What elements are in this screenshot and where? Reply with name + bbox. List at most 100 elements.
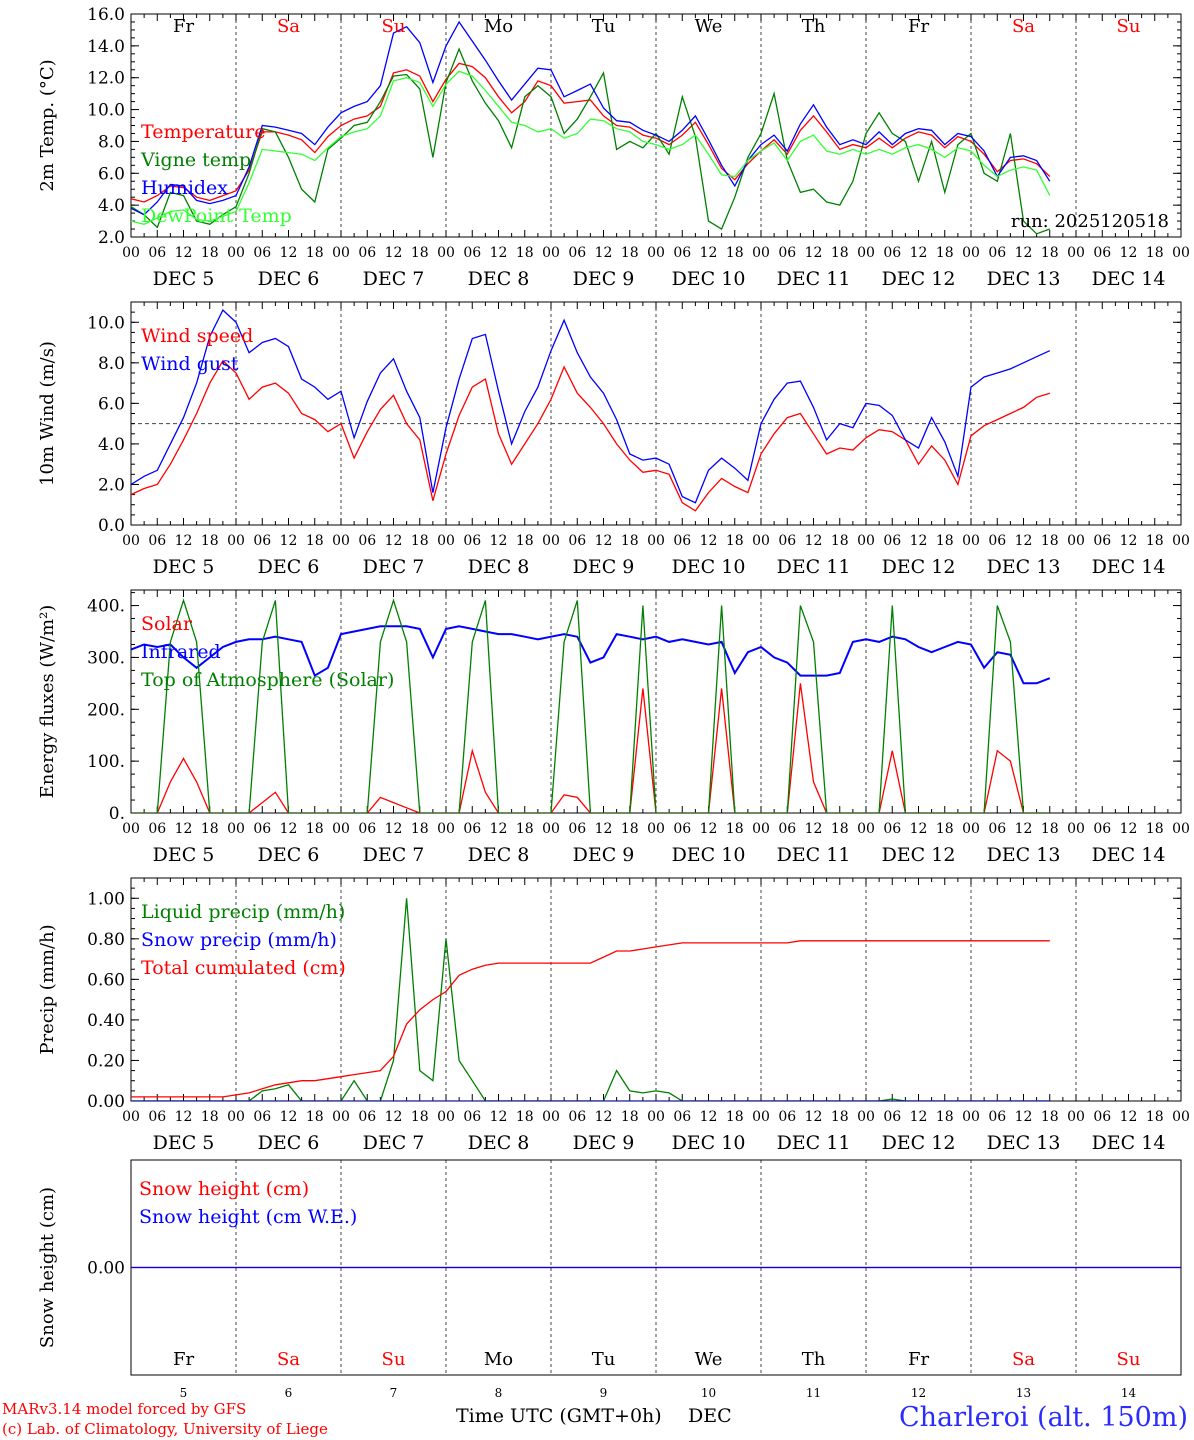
hour-tick-label: 00	[332, 533, 350, 549]
hour-tick-label: 00	[227, 1109, 245, 1125]
hour-tick-label: 18	[411, 821, 429, 837]
hour-tick-label: 00	[1067, 533, 1085, 549]
hour-tick-label: 06	[148, 821, 166, 837]
legend-entry: Vigne temp	[140, 149, 251, 171]
hour-tick-label: 00	[647, 821, 665, 837]
weekday-label: Fr	[908, 1349, 929, 1370]
hour-tick-label: 18	[516, 245, 534, 261]
y-tick-label: 8.0	[98, 132, 125, 152]
y-axis-title: Snow height (cm)	[37, 1187, 58, 1348]
date-label: DEC 7	[363, 844, 425, 866]
date-label: DEC 7	[363, 268, 425, 290]
date-label: DEC 9	[573, 556, 635, 578]
weekday-label: Th	[802, 16, 826, 37]
hour-tick-label: 06	[988, 533, 1006, 549]
date-label: DEC 8	[468, 556, 530, 578]
legend-entry: Liquid precip (mm/h)	[141, 901, 345, 923]
hour-tick-label: 18	[936, 245, 954, 261]
hour-tick-label: 12	[490, 1109, 508, 1125]
series-line-dewpoint-temp	[131, 70, 1051, 225]
hour-tick-label: 06	[673, 533, 691, 549]
hour-tick-label: 12	[595, 533, 613, 549]
hour-tick-label: 12	[910, 245, 928, 261]
y-tick-label: 1.00	[87, 889, 125, 909]
hour-tick-label: 00	[752, 245, 770, 261]
hour-tick-label: 06	[883, 245, 901, 261]
hour-tick-label: 12	[490, 245, 508, 261]
weekday-label: Mo	[484, 1349, 513, 1370]
hour-tick-label: 00	[1067, 245, 1085, 261]
series-line-top-of-atmosphere-solar-	[131, 598, 1050, 813]
hour-tick-label: 06	[778, 245, 796, 261]
hour-tick-label: 12	[700, 1109, 718, 1125]
hour-tick-label: 12	[700, 533, 718, 549]
hour-tick-label: 06	[988, 1109, 1006, 1125]
series-line-solar	[131, 683, 1050, 813]
hour-tick-label: 06	[358, 533, 376, 549]
y-tick-label: 400.	[87, 597, 125, 617]
plot-frame	[130, 301, 1182, 526]
hour-tick-label: 06	[673, 1109, 691, 1125]
weekday-label: Mo	[484, 16, 513, 37]
hour-tick-label: 18	[516, 1109, 534, 1125]
hour-tick-label: 12	[595, 821, 613, 837]
hour-tick-label: 12	[175, 821, 193, 837]
y-tick-label: 300.	[87, 648, 125, 668]
hour-tick-label: 00	[227, 245, 245, 261]
hour-tick-label: 00	[122, 1109, 140, 1125]
hour-tick-label: 12	[385, 533, 403, 549]
hour-tick-label: 12	[280, 533, 298, 549]
weekday-label: Su	[1117, 16, 1141, 37]
legend-entry: Snow height (cm)	[139, 1178, 309, 1200]
weekday-label: Th	[802, 1349, 826, 1370]
hour-tick-label: 06	[883, 1109, 901, 1125]
hour-tick-label: 12	[1120, 245, 1138, 261]
y-tick-label: 2.0	[98, 228, 125, 248]
y-tick-label: 0.00	[87, 1259, 125, 1279]
day-number: 8	[495, 1386, 503, 1400]
date-label: DEC 14	[1092, 1132, 1166, 1154]
hour-tick-label: 00	[647, 1109, 665, 1125]
hour-tick-label: 18	[726, 1109, 744, 1125]
day-number: 6	[285, 1386, 293, 1400]
y-tick-label: 0.00	[87, 1092, 125, 1112]
y-tick-label: 0.0	[98, 516, 125, 536]
y-tick-label: 0.80	[87, 930, 125, 950]
hour-tick-label: 06	[883, 533, 901, 549]
hour-tick-label: 12	[700, 245, 718, 261]
date-label: DEC 8	[468, 1132, 530, 1154]
hour-tick-label: 18	[411, 1109, 429, 1125]
hour-tick-label: 00	[1172, 1109, 1190, 1125]
hour-tick-label: 00	[122, 533, 140, 549]
hour-tick-label: 06	[463, 821, 481, 837]
date-label: DEC 13	[987, 556, 1061, 578]
series-line-wind-gust	[131, 309, 1051, 504]
panel-1: 2.0 4.0 6.0 8.0 10.0 12.0 14.0 16.0 2m Temp. (°C…	[37, 5, 1190, 290]
series-group	[131, 898, 1050, 1101]
hour-tick-label: 00	[542, 1109, 560, 1125]
hour-tick-label: 06	[463, 533, 481, 549]
date-label: DEC 12	[882, 1132, 956, 1154]
hour-tick-label: 12	[910, 533, 928, 549]
hour-tick-label: 06	[988, 821, 1006, 837]
hour-tick-label: 00	[437, 821, 455, 837]
hour-tick-label: 18	[516, 821, 534, 837]
legend-entry: Wind gust	[141, 353, 239, 375]
hour-tick-label: 12	[1120, 821, 1138, 837]
hour-tick-label: 18	[936, 1109, 954, 1125]
date-label: DEC 14	[1092, 556, 1166, 578]
hour-tick-label: 18	[306, 1109, 324, 1125]
hour-tick-label: 12	[385, 245, 403, 261]
hour-tick-label: 12	[595, 1109, 613, 1125]
date-label: DEC 13	[987, 268, 1061, 290]
weekday-label: Sa	[1012, 16, 1035, 37]
hour-tick-label: 18	[621, 245, 639, 261]
hour-tick-label: 00	[437, 533, 455, 549]
series-group	[131, 309, 1051, 512]
y-tick-label: 16.0	[87, 5, 125, 25]
hour-tick-label: 00	[1067, 821, 1085, 837]
y-tick-label: 0.	[109, 804, 125, 824]
hour-tick-label: 00	[857, 821, 875, 837]
hour-tick-label: 06	[148, 245, 166, 261]
hour-tick-label: 00	[227, 821, 245, 837]
